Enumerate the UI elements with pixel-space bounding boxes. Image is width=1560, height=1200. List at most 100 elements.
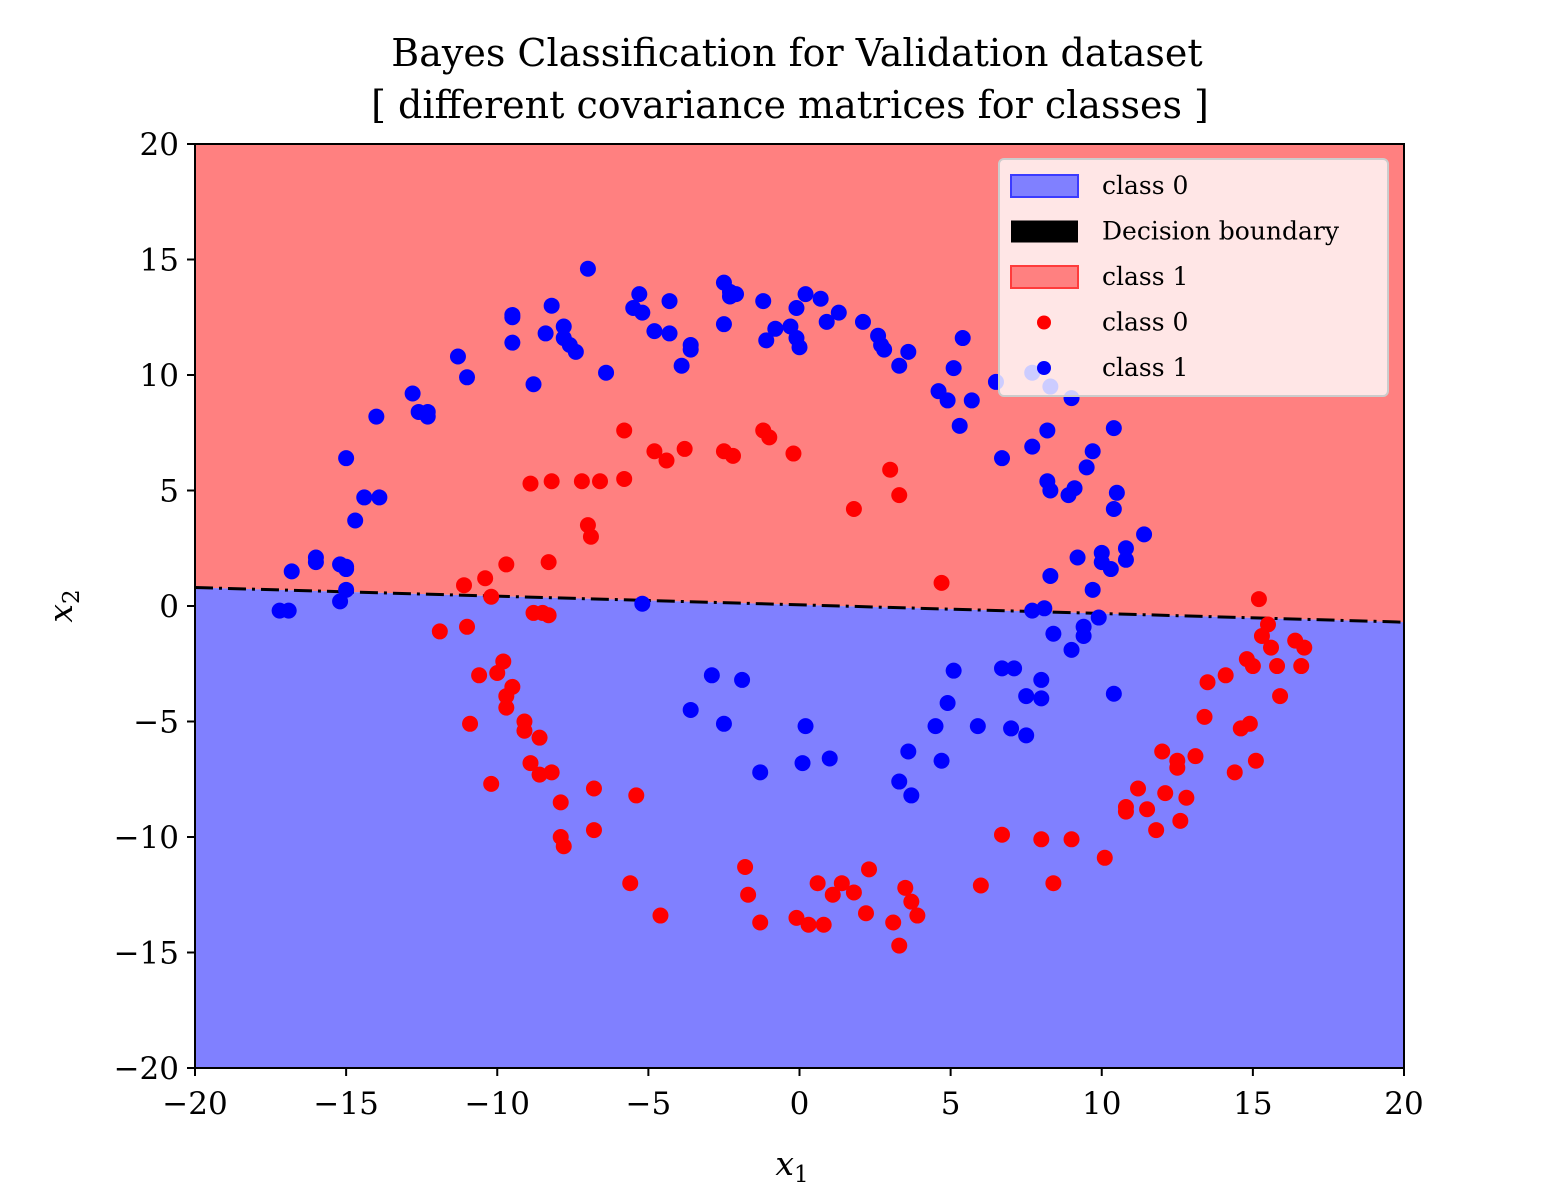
class-1-point [673,357,690,374]
class-0-point [1199,674,1216,691]
y-tick-label: 15 [140,243,179,279]
legend-label: class 1 [1102,262,1188,291]
class-1-point [1069,549,1086,566]
class-1-point [332,593,349,610]
class-0-point [498,688,515,705]
class-0-point [1096,849,1113,866]
class-0-point [543,764,560,781]
class-1-point [945,662,962,679]
class-1-point [1003,720,1020,737]
class-1-point [579,260,596,277]
class-1-point [818,313,835,330]
y-tick-label: 0 [159,589,179,625]
y-tick-label: −10 [114,820,179,856]
class-1-point [646,323,663,340]
legend-marker [1037,361,1051,375]
legend-label: class 0 [1102,171,1188,200]
class-1-point [634,304,651,321]
class-1-point [404,385,421,402]
class-1-point [791,339,808,356]
class-0-point [1148,822,1165,839]
class-1-point [1033,671,1050,688]
y-tick-label: −15 [114,936,179,972]
x-axis-label: x1 [775,1144,808,1188]
class-1-point [1136,526,1153,543]
x-tick-label: 0 [790,1086,810,1122]
legend-label: Decision boundary [1102,217,1340,246]
class-1-point [356,489,373,506]
class-1-point [939,695,956,712]
class-1-point [734,671,751,688]
class-0-point [573,473,590,490]
class-1-point [703,667,720,684]
class-1-point [1084,581,1101,598]
legend-item: Decision boundary [1011,217,1340,246]
class-0-point [857,905,874,922]
class-0-point [628,787,645,804]
class-1-point [794,755,811,772]
class-1-point [1042,567,1059,584]
class-0-point [1178,789,1195,806]
class-1-point [1018,688,1035,705]
class-0-point [456,577,473,594]
class-1-point [555,330,572,347]
class-0-point [737,859,754,876]
class-1-point [1024,602,1041,619]
class-1-point [797,718,814,735]
class-0-point [1033,831,1050,848]
class-1-point [1042,482,1059,499]
class-0-point [616,422,633,439]
class-1-point [1117,540,1134,557]
class-1-point [537,325,554,342]
class-1-point [1063,641,1080,658]
class-0-point [658,452,675,469]
y-tick-label: 10 [140,358,179,394]
y-axis-label: x2 [41,589,85,622]
class-1-point [371,489,388,506]
class-0-point [516,722,533,739]
class-1-point [969,718,986,735]
class-0-point [540,607,557,624]
class-0-point [933,574,950,591]
class-0-point [1272,688,1289,705]
class-1-point [338,561,355,578]
class-0-point [882,461,899,478]
class-1-point [504,306,521,323]
class-0-point [909,907,926,924]
class-1-point [543,297,560,314]
class-0-point [540,554,557,571]
class-0-point [1250,591,1267,608]
x-axis-label-subscript: 1 [794,1162,809,1188]
class-0-point [1244,658,1261,675]
class-1-point [1006,660,1023,677]
class-1-point [283,563,300,580]
class-0-point [522,475,539,492]
legend-label: class 1 [1102,353,1188,382]
class-0-point [459,618,476,635]
class-1-point [1105,420,1122,437]
class-0-region [195,587,1404,1068]
x-tick-label: −20 [162,1086,227,1122]
class-1-point [338,450,355,467]
class-0-point [1117,803,1134,820]
class-0-point [845,500,862,517]
class-0-point [800,916,817,933]
class-1-point [1018,727,1035,744]
y-axis-ticks: −20 −15 −10 −5 0 5 10 15 20 [114,127,195,1087]
class-1-point [900,743,917,760]
class-1-point [598,364,615,381]
legend-swatch [1010,265,1079,289]
class-1-point [307,554,324,571]
x-axis-ticks: −20 −15 −10 −5 0 5 10 15 20 [162,1068,1424,1122]
class-0-point [1196,708,1213,725]
class-1-point [682,341,699,358]
y-tick-label: −5 [133,705,179,741]
y-axis-label-main: x [41,604,80,623]
class-0-point [1130,780,1147,797]
class-0-point [1169,759,1186,776]
class-1-point [945,360,962,377]
class-1-point [812,290,829,307]
class-1-point [755,293,772,310]
class-1-point [555,318,572,335]
class-0-point [522,755,539,772]
